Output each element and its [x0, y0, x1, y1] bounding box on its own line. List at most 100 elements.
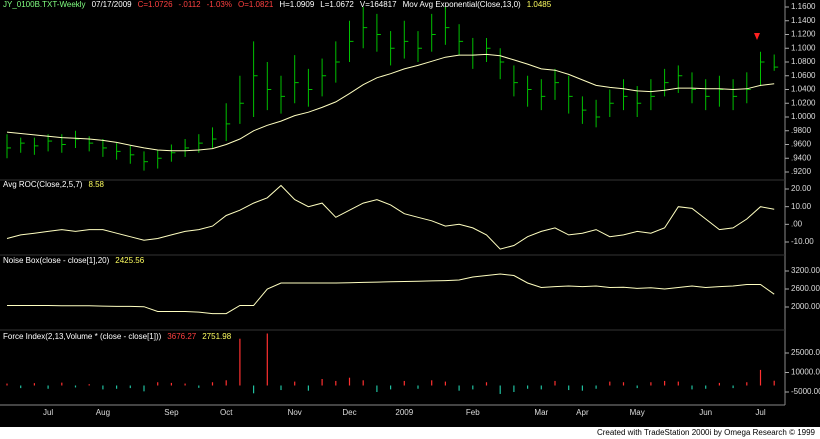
chart-title: JY_0100B.TXT-Weekly [3, 0, 86, 9]
histogram-bar [239, 338, 241, 386]
histogram-bar [225, 380, 227, 386]
indicator-line [6, 53, 775, 152]
stat: V=164817 [360, 0, 397, 9]
histogram-bar [636, 385, 638, 389]
histogram-bar [294, 381, 296, 386]
y-tick-label: 1.1200 [791, 30, 816, 39]
y-tick-label: 1.0600 [791, 71, 816, 80]
histogram-bar [664, 380, 666, 386]
histogram-bar [622, 382, 625, 386]
stat: C=1.0726 [138, 0, 173, 9]
stat: -.0112 [179, 0, 202, 9]
histogram-bar [431, 380, 433, 386]
histogram-bar [362, 380, 364, 386]
x-tick-label: Sep [164, 408, 179, 417]
y-tick-label: .9800 [791, 126, 812, 135]
y-tick-label: .9400 [791, 153, 812, 162]
x-tick-label: May [630, 408, 645, 417]
histogram-bar [677, 381, 679, 386]
background [0, 0, 820, 427]
histogram-bar [472, 385, 474, 390]
y-tick-label: .9200 [791, 167, 812, 176]
x-tick-label: Nov [288, 408, 302, 417]
y-tick-label: 2600.00 [791, 284, 820, 293]
last-value: 2425.56 [115, 256, 144, 265]
x-tick-label: Dec [342, 408, 356, 417]
histogram-bar [47, 385, 49, 389]
histogram-bar [335, 380, 337, 386]
x-tick-label: Aug [96, 408, 110, 417]
histogram-bar [527, 385, 529, 389]
stat: O=1.0821 [238, 0, 274, 9]
y-tick-label: 25000.00 [791, 348, 820, 357]
y-tick-label: .9600 [791, 140, 812, 149]
series-name: Avg ROC(Close,2,5,7) [3, 180, 83, 189]
histogram-bar [280, 385, 282, 391]
histogram-bar [746, 382, 748, 386]
last-value: 3676.27 [167, 332, 196, 341]
indicator-line [6, 184, 775, 250]
last-value: 8.58 [88, 180, 104, 189]
signal-arrow [754, 33, 760, 40]
x-tick-label: 2009 [395, 408, 413, 417]
last-value: 2751.98 [202, 332, 231, 341]
stat: L=1.0672 [320, 0, 354, 9]
histogram-bar [253, 385, 255, 394]
histogram-bar [759, 369, 762, 386]
x-tick-label: Jul [43, 408, 53, 417]
histogram-bar [129, 385, 131, 389]
histogram-bar [554, 380, 556, 386]
x-tick-label: Mar [534, 408, 548, 417]
y-tick-label: -10.00 [791, 237, 814, 246]
y-tick-label: 1.1600 [791, 2, 816, 11]
histogram-bar [540, 385, 542, 390]
histogram-bar [609, 381, 611, 386]
histogram-bar [390, 385, 392, 390]
histogram-bar [307, 385, 309, 391]
histogram-bar [732, 385, 734, 389]
histogram-bar [485, 382, 488, 386]
histogram-bar [568, 385, 570, 391]
indicator-line [7, 273, 775, 315]
histogram-bar [458, 385, 460, 391]
histogram-bar [157, 382, 159, 386]
histogram-bar [198, 385, 200, 388]
footer: Created with TradeStation 2000i by Omega… [597, 428, 816, 437]
histogram-bar [20, 385, 22, 389]
histogram-bar [513, 385, 515, 392]
y-tick-label: 3200.00 [791, 266, 820, 275]
date: 07/17/2009 [92, 0, 133, 9]
histogram-bar [773, 380, 775, 386]
histogram-bar [444, 381, 446, 386]
stat: -1.03% [207, 0, 232, 9]
histogram-bar [74, 385, 77, 388]
histogram-bar [595, 385, 597, 389]
y-tick-label: 10000.00 [791, 368, 820, 377]
y-tick-label: 1.1000 [791, 43, 816, 52]
histogram-bar [691, 385, 693, 390]
histogram-bar [170, 382, 172, 386]
histogram-bar [88, 384, 90, 386]
series-name: Force Index(2,13,Volume * (close - close… [3, 332, 162, 341]
x-tick-label: Feb [466, 408, 480, 417]
histogram-bar [116, 385, 118, 389]
y-tick-label: 1.1400 [791, 16, 816, 25]
series-name: Mov Avg Exponential(Close,13,0) [403, 0, 521, 9]
histogram-bar [184, 383, 186, 386]
y-tick-label: 2000.00 [791, 302, 820, 311]
x-tick-label: Apr [576, 408, 589, 417]
series-name: Noise Box(close - close[1],20) [3, 256, 110, 265]
histogram-bar [348, 377, 351, 386]
histogram-bar [102, 385, 104, 390]
histogram-bar [33, 383, 35, 386]
last-value: 1.0485 [527, 0, 552, 9]
histogram-bar [143, 385, 145, 392]
y-tick-label: .00 [791, 219, 803, 228]
y-tick-label: 10.00 [791, 202, 812, 211]
histogram-bar [581, 385, 583, 391]
x-tick-label: Oct [220, 408, 233, 417]
histogram-bar [705, 385, 707, 389]
histogram-bar [650, 382, 652, 386]
histogram-bar [61, 382, 63, 386]
